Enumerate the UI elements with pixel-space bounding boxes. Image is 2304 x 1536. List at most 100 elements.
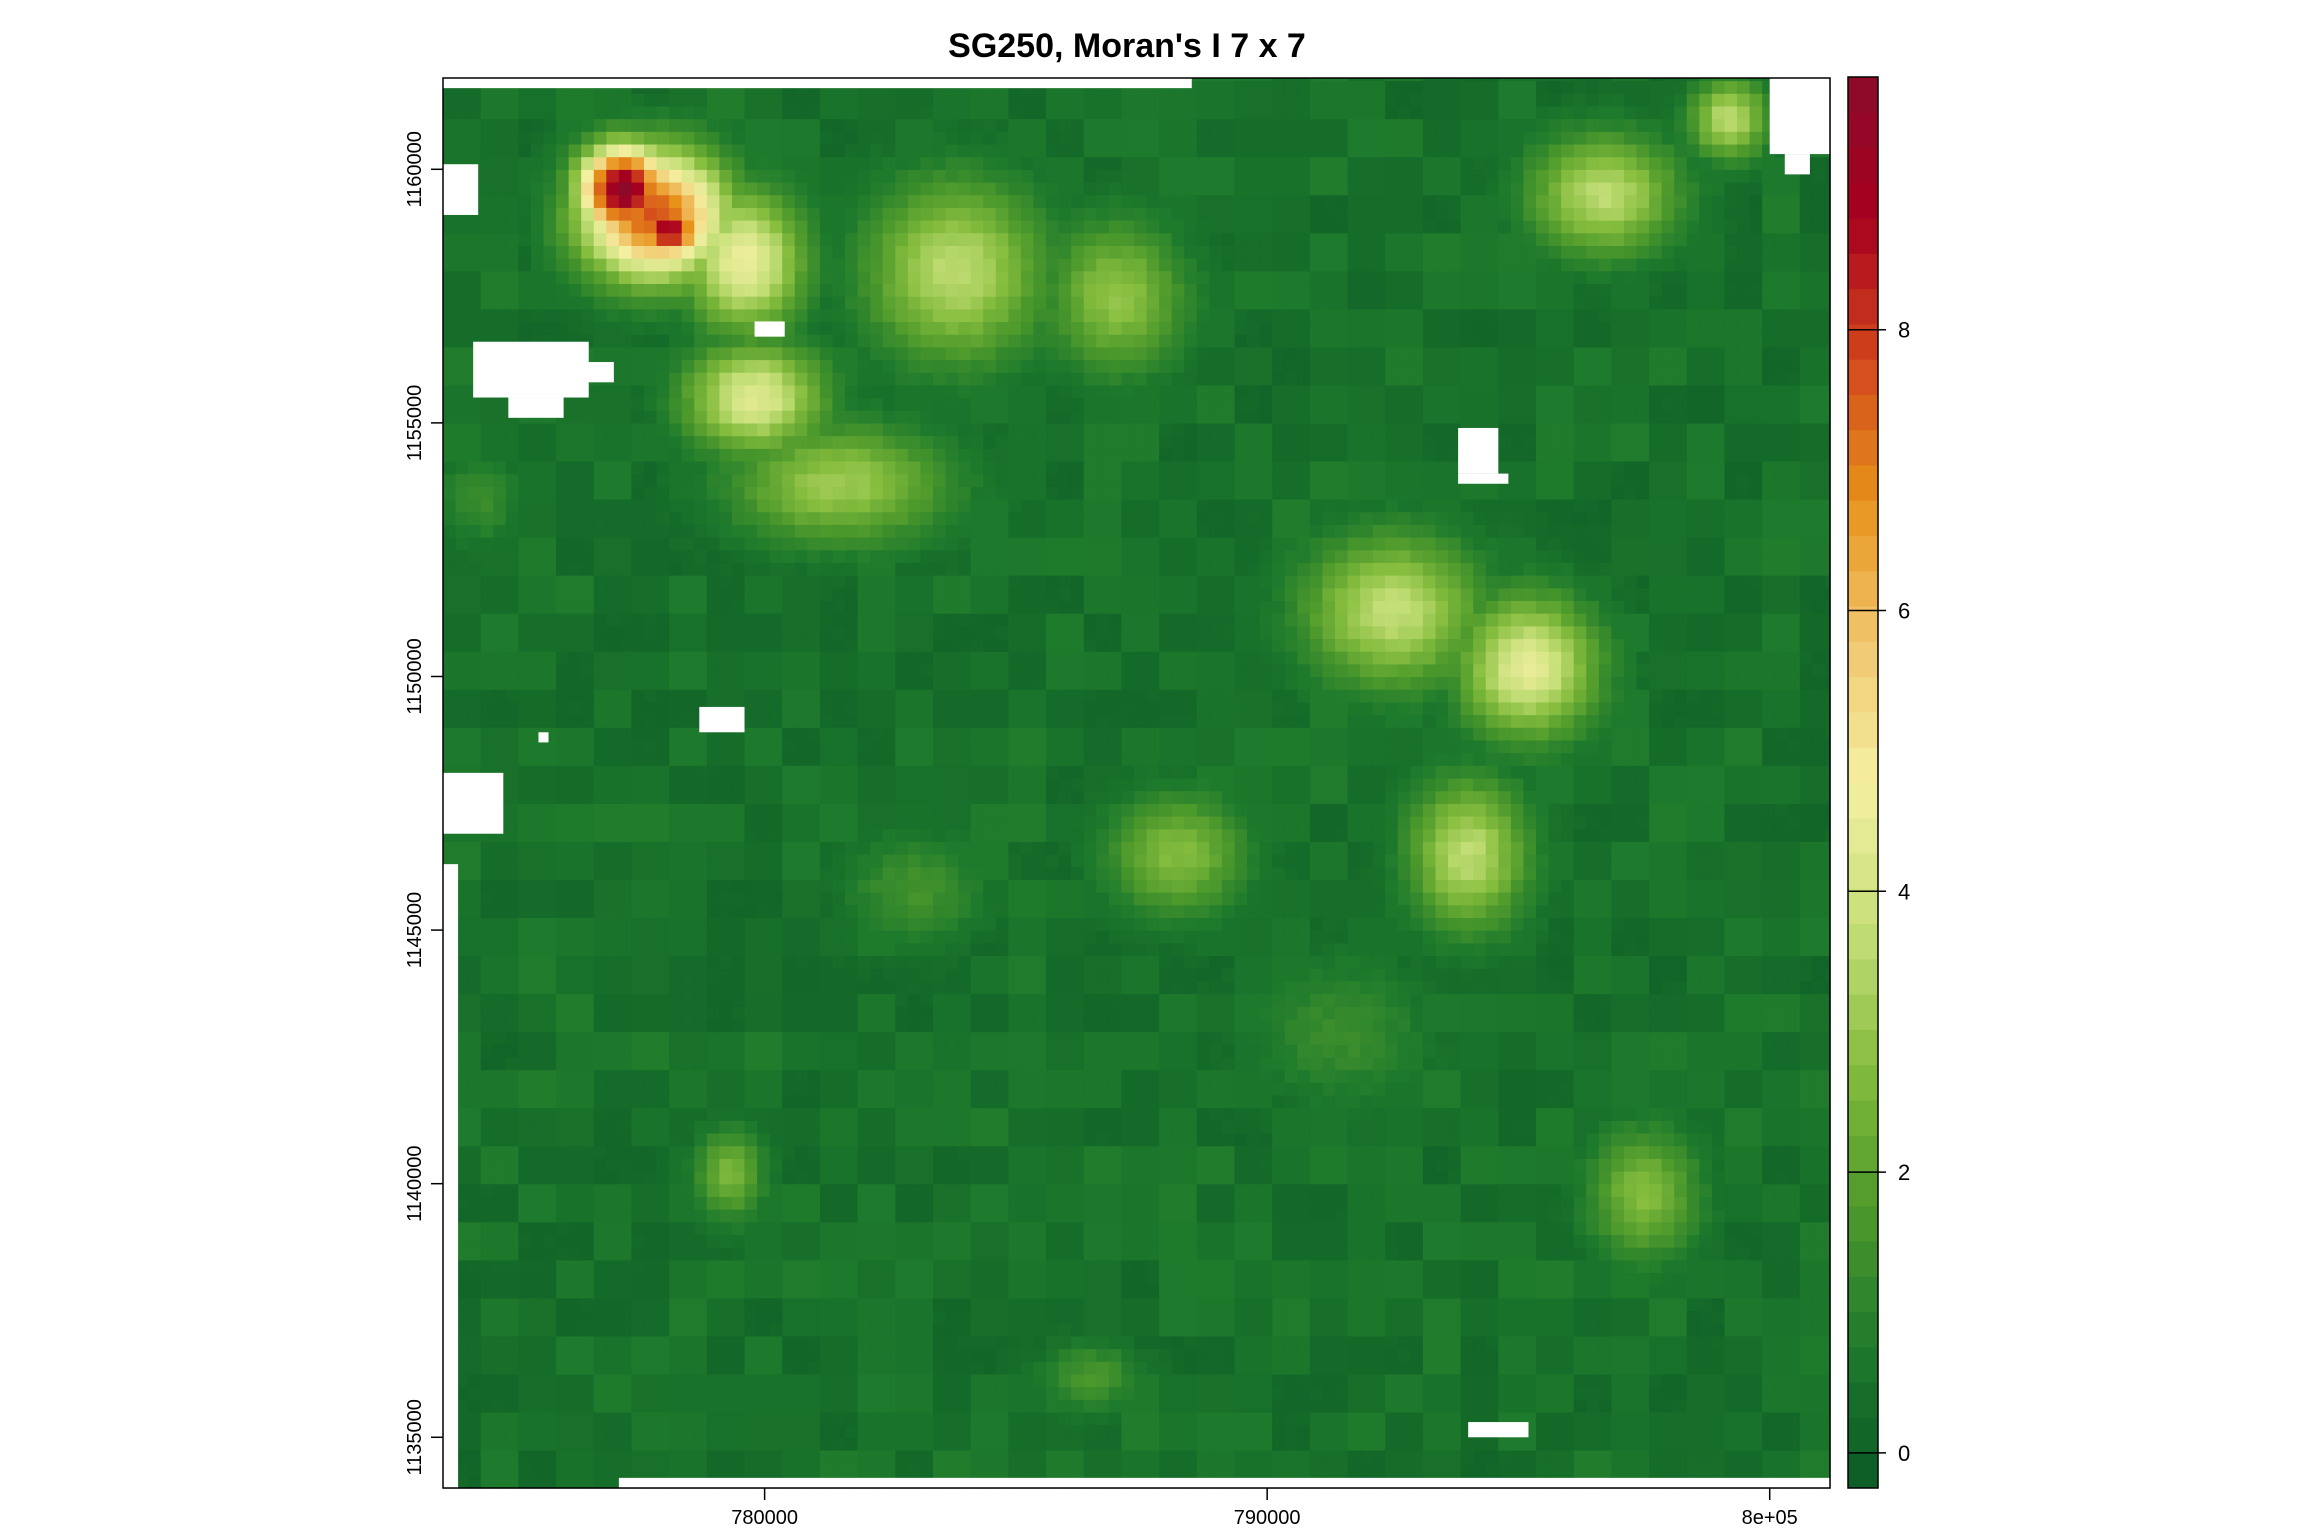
raster-cell (669, 1209, 683, 1223)
raster-cell (606, 1094, 620, 1109)
raster-cell (845, 1386, 859, 1400)
raster-cell (945, 968, 959, 982)
raster-cell (920, 283, 934, 297)
raster-cell (568, 803, 582, 817)
raster-cell (694, 1196, 708, 1210)
raster-cell (681, 372, 695, 386)
raster-cell (819, 613, 834, 627)
raster-cell (606, 1132, 620, 1147)
raster-cell (958, 334, 972, 348)
raster-cell (870, 1310, 884, 1324)
raster-cell (618, 942, 633, 957)
raster-cell (882, 1297, 896, 1312)
raster-cell (618, 1259, 633, 1274)
raster-cell (932, 1031, 947, 1045)
raster-cell (681, 1361, 695, 1375)
raster-cell (832, 841, 846, 855)
raster-cell (945, 308, 959, 323)
raster-cell (669, 689, 683, 703)
raster-cell (505, 638, 519, 652)
raster-cell (945, 562, 959, 576)
raster-cell (543, 739, 557, 754)
raster-cell (983, 1094, 997, 1109)
raster-cell (794, 968, 808, 982)
raster-cell (618, 473, 633, 487)
raster-cell (518, 448, 532, 462)
raster-cell (606, 422, 620, 437)
raster-cell (970, 815, 984, 830)
raster-cell (769, 1462, 783, 1476)
raster-cell (706, 346, 720, 361)
raster-cell (983, 334, 997, 348)
raster-cell (794, 815, 808, 830)
raster-cell (530, 1069, 545, 1083)
raster-cell (757, 156, 771, 170)
raster-cell (593, 1221, 607, 1235)
raster-cell (995, 701, 1009, 716)
raster-cell (681, 511, 695, 525)
raster-cell (731, 1386, 746, 1400)
raster-cell (719, 575, 733, 589)
raster-cell (593, 270, 607, 285)
raster-cell (480, 169, 494, 183)
raster-cell (794, 105, 808, 120)
raster-cell (656, 1082, 670, 1096)
raster-cell (744, 765, 758, 779)
raster-cell (870, 1056, 884, 1071)
raster-cell (581, 131, 595, 145)
raster-cell (782, 1424, 796, 1438)
raster-cell (845, 815, 859, 830)
raster-cell (631, 765, 645, 779)
raster-cell (932, 220, 947, 234)
raster-cell (694, 1373, 708, 1388)
raster-cell (505, 1234, 519, 1248)
raster-cell (606, 1399, 620, 1413)
raster-cell (556, 765, 570, 779)
raster-cell (907, 321, 922, 335)
raster-cell (970, 1386, 984, 1400)
raster-cell (631, 752, 645, 766)
raster-cell (581, 1373, 595, 1388)
raster-cell (744, 537, 758, 551)
raster-cell (832, 473, 846, 487)
raster-cell (543, 1399, 557, 1413)
raster-cell (694, 815, 708, 830)
raster-cell (958, 1171, 972, 1185)
raster-cell (656, 1373, 670, 1388)
raster-cell (945, 181, 959, 196)
raster-cell (706, 1335, 720, 1350)
raster-cell (945, 1145, 959, 1159)
raster-cell (744, 194, 758, 208)
raster-cell (568, 1437, 582, 1451)
raster-cell (983, 321, 997, 335)
raster-cell (882, 549, 896, 563)
raster-cell (983, 1285, 997, 1299)
raster-cell (870, 1018, 884, 1033)
raster-cell (895, 460, 909, 475)
raster-cell (819, 1094, 834, 1109)
raster-cell (970, 258, 984, 272)
raster-cell (669, 841, 683, 855)
raster-cell (845, 904, 859, 919)
raster-cell (983, 980, 997, 995)
raster-cell (731, 524, 746, 538)
raster-cell (782, 1335, 796, 1350)
raster-cell (656, 93, 670, 107)
raster-cell (644, 1411, 658, 1426)
raster-cell (782, 1399, 796, 1413)
raster-cell (606, 777, 620, 792)
raster-cell (644, 803, 658, 817)
raster-cell (706, 308, 720, 323)
raster-cell (832, 955, 846, 969)
raster-cell (945, 752, 959, 766)
raster-cell (870, 854, 884, 868)
raster-cell (719, 321, 733, 335)
raster-cell (870, 1183, 884, 1197)
raster-cell (593, 1069, 607, 1083)
raster-cell (480, 651, 494, 665)
raster-cell (907, 930, 922, 944)
raster-cell (669, 486, 683, 500)
raster-cell (455, 689, 469, 703)
raster-cell (493, 1259, 507, 1274)
raster-cell (606, 245, 620, 259)
